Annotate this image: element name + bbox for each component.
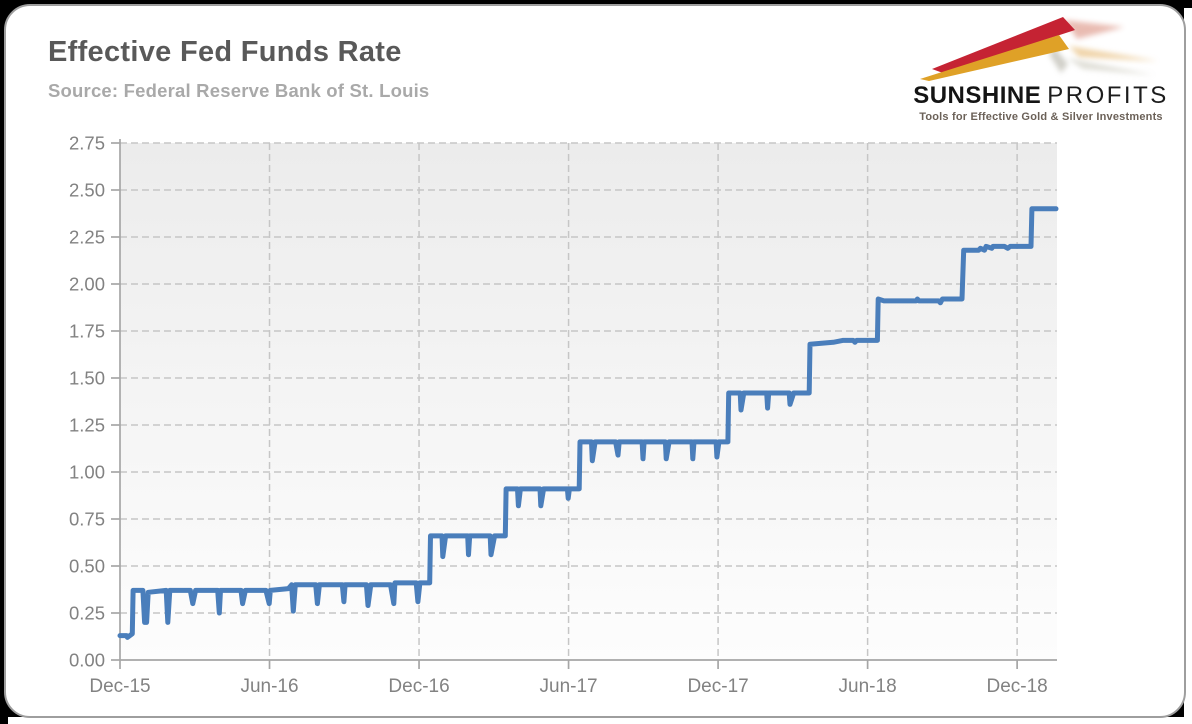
brand-line: SUNSHINE PROFITS [912, 84, 1170, 108]
effr-series-path [117, 206, 1059, 640]
axes [111, 139, 1057, 669]
y-tick-label: 1.00 [69, 462, 105, 483]
y-tick-label: 1.75 [69, 321, 105, 342]
axis-labels: 0.00 0.25 0.50 0.75 1.00 1.25 1.50 1.75 2.00 2.25… [69, 133, 1048, 698]
source-label: Source: Federal Reserve Bank of St. Loui… [48, 80, 430, 101]
chart-header: Effective Fed Funds Rate Source: Federal… [48, 36, 429, 102]
y-tick-label: 1.50 [69, 368, 105, 389]
brand-tagline: Tools for Effective Gold & Silver Invest… [919, 111, 1163, 123]
logo-zigzag-shadow [1049, 48, 1068, 73]
page-margin-right [1184, 8, 1192, 724]
x-tick-label: Jun-17 [540, 676, 598, 697]
logo-echo-red [1064, 20, 1124, 39]
logo-echo-gold [1069, 46, 1158, 61]
logo-arrow-red [932, 17, 1075, 73]
brand-secondary: PROFITS [1047, 82, 1169, 109]
y-tick-label: 2.50 [69, 180, 105, 201]
sunshine-profits-logo: SUNSHINE PROFITS Tools for Effective Gold… [912, 12, 1170, 123]
x-tick-label: Dec-15 [89, 676, 150, 697]
plot-area [120, 143, 1057, 660]
plot-background [120, 143, 1057, 660]
page-margin-bottom [8, 717, 1192, 724]
rate-line [117, 206, 1059, 640]
page-title: Effective Fed Funds Rate [48, 36, 402, 68]
y-tick-label: 0.25 [69, 603, 105, 624]
gridlines [120, 142, 1057, 660]
y-tick-label: 0.75 [69, 509, 105, 530]
y-tick-label: 0.50 [69, 556, 105, 577]
y-tick-label: 0.00 [69, 650, 105, 671]
y-tick-label: 2.75 [69, 133, 105, 154]
x-tick-label: Jun-18 [839, 676, 897, 697]
y-tick-label: 2.25 [69, 227, 105, 248]
x-tick-label: Jun-16 [240, 676, 298, 697]
logo-echo-gray [1067, 58, 1154, 75]
logo-arrow-gold [920, 35, 1069, 81]
x-tick-label: Dec-17 [687, 676, 748, 697]
y-tick-label: 1.25 [69, 415, 105, 436]
x-tick-label: Dec-16 [388, 676, 449, 697]
y-tick-label: 2.00 [69, 274, 105, 295]
brand-primary: SUNSHINE [913, 82, 1042, 109]
x-tick-label: Dec-18 [987, 676, 1048, 697]
sunshine-profits-arrows-icon [920, 17, 1158, 81]
